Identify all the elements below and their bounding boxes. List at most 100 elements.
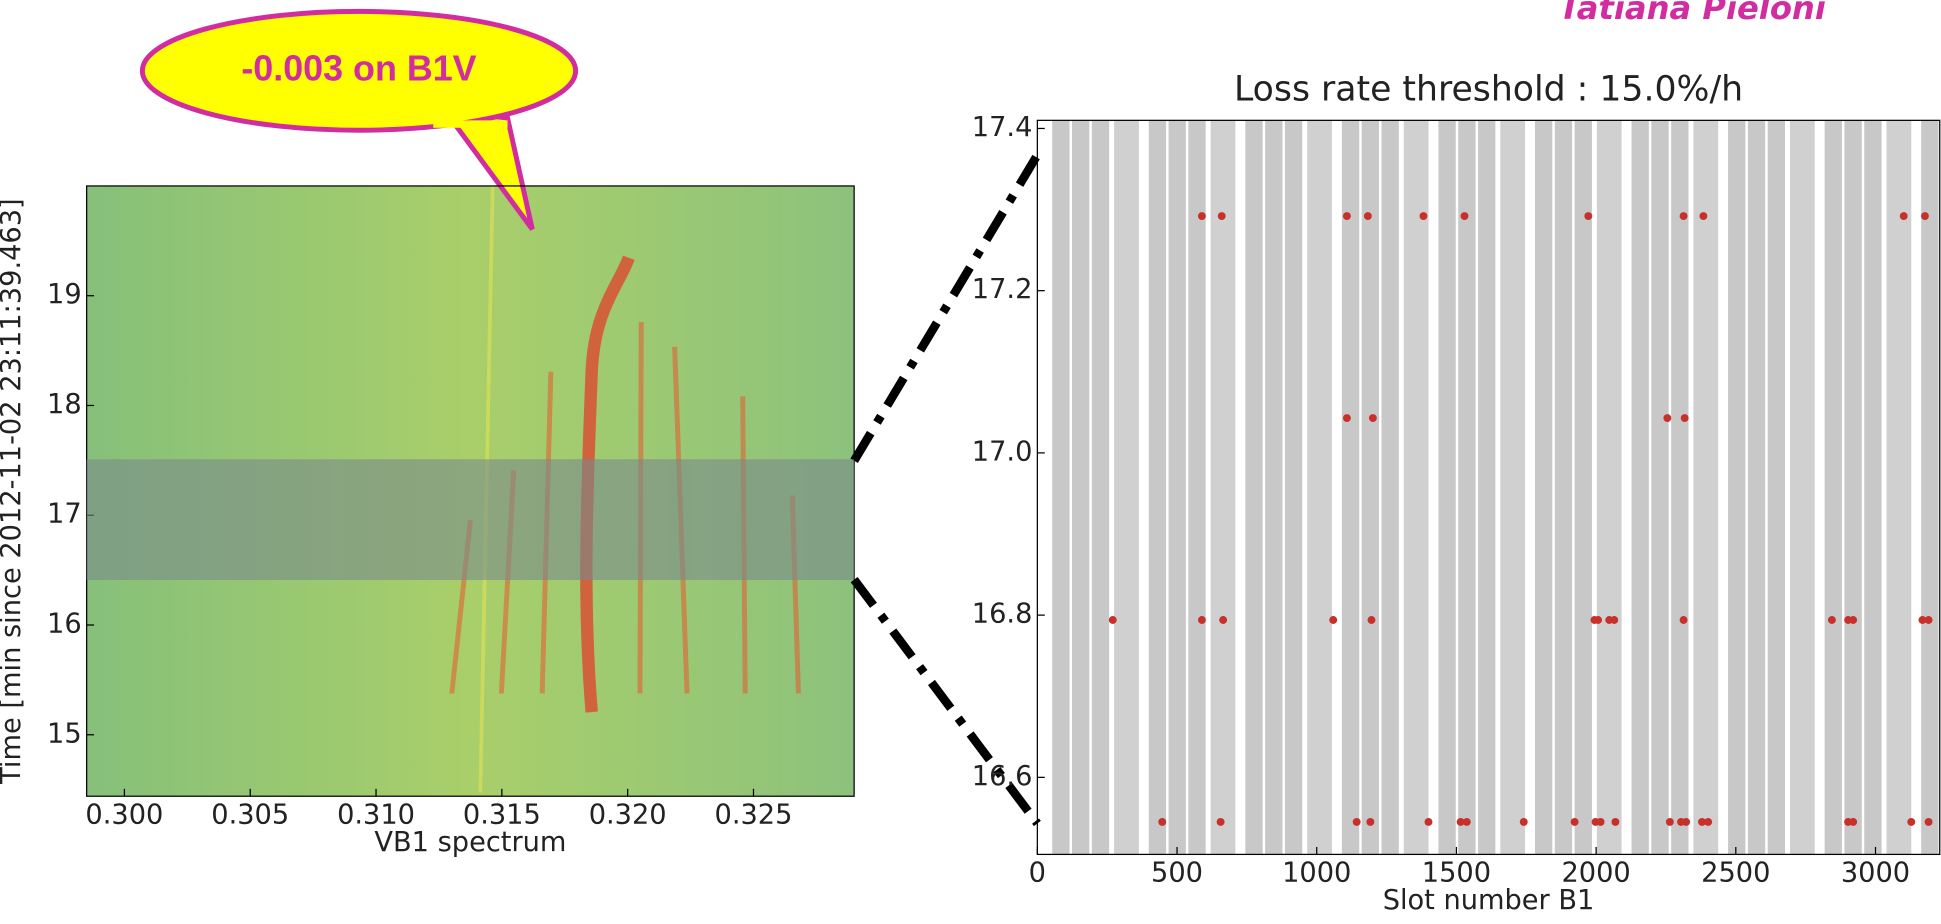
bunch-train — [1091, 120, 1110, 855]
y-tick-label: 17.2 — [972, 274, 1033, 305]
point — [1197, 212, 1206, 221]
point — [1367, 616, 1376, 624]
y-tick-label: 19 — [47, 279, 82, 310]
point — [1849, 818, 1858, 826]
point — [1663, 414, 1672, 422]
bunch-train — [1188, 120, 1206, 855]
x-tick-label: 1000 — [1282, 858, 1351, 889]
bunch-train — [1574, 120, 1592, 855]
bunch-train — [1245, 120, 1263, 855]
bunch-train — [1693, 120, 1719, 855]
bunch-train — [1596, 120, 1622, 855]
point — [1363, 212, 1372, 221]
y-tick-label: 16 — [47, 608, 82, 639]
y-tick-label: 17.4 — [972, 112, 1033, 143]
x-tick-label: 0.310 — [337, 800, 415, 831]
point — [1158, 818, 1167, 826]
point — [1462, 818, 1471, 826]
point — [1704, 818, 1713, 826]
bunch-train — [1921, 120, 1939, 855]
point — [1342, 414, 1351, 422]
author: Tatiana Pieloni — [1559, 0, 1827, 27]
y-tick-label: 16.8 — [972, 599, 1033, 630]
point — [1699, 212, 1708, 221]
point — [1352, 818, 1361, 826]
bunch-train — [1747, 120, 1766, 855]
point — [1456, 818, 1465, 826]
bunch-train — [1114, 120, 1139, 855]
zoom-lines — [850, 152, 1042, 827]
point — [1680, 414, 1689, 422]
x-tick-label: 1500 — [1422, 858, 1491, 889]
y-axis-label: Time [min since 2012-11-02 23:11:39.463] — [0, 198, 27, 785]
bunch-train — [1789, 120, 1815, 855]
point — [1611, 818, 1620, 826]
bunch-train — [1307, 120, 1332, 855]
point — [1899, 212, 1908, 221]
point — [1584, 212, 1593, 221]
point — [1679, 616, 1688, 624]
bunch-train — [1052, 120, 1070, 855]
point — [1519, 818, 1528, 826]
x-axis-label: Slot number B1 — [1383, 885, 1595, 916]
callout-text: -0.003 on B1V — [241, 48, 476, 88]
bunch-train — [1265, 120, 1283, 855]
point — [1216, 818, 1225, 826]
point — [1368, 414, 1377, 422]
y-tick-label: 15 — [47, 718, 82, 749]
point — [1217, 212, 1226, 221]
point — [1460, 212, 1469, 221]
bunch-pattern — [1052, 120, 1939, 855]
bunch-train — [1210, 120, 1236, 855]
bunch-train — [1671, 120, 1689, 855]
x-tick-label: 0.320 — [589, 800, 667, 831]
bunch-train — [1864, 120, 1882, 855]
point — [1918, 616, 1927, 624]
y-tick-label: 18 — [47, 389, 82, 420]
bunch-train — [1728, 120, 1746, 855]
point — [1698, 818, 1706, 826]
point — [1197, 616, 1206, 624]
callout: -0.003 on B1V — [139, 8, 579, 231]
bunch-train — [1361, 120, 1380, 855]
point — [1920, 212, 1929, 221]
bunch-train — [1148, 120, 1167, 855]
point — [1594, 616, 1603, 624]
bunch-train — [1341, 120, 1360, 855]
point — [1366, 818, 1375, 826]
chart-title: Loss rate threshold : 15.0%/h — [1234, 70, 1743, 110]
x-tick-label: 0.300 — [85, 800, 163, 831]
point — [1424, 818, 1433, 826]
point — [1924, 616, 1933, 624]
y-tick-label: 17.0 — [972, 436, 1033, 467]
point — [1679, 212, 1688, 221]
y-tick-label: 16.6 — [972, 761, 1033, 792]
x-tick-label: 500 — [1151, 858, 1203, 889]
bunch-train — [1500, 120, 1526, 855]
point — [1108, 616, 1117, 624]
bunch-train — [1631, 120, 1649, 855]
bunch-train — [1824, 120, 1842, 855]
bunch-train — [1767, 120, 1786, 855]
point — [1342, 212, 1351, 221]
spectrum-line — [580, 255, 635, 713]
bunch-train — [1458, 120, 1476, 855]
x-tick-label: 0 — [1029, 858, 1046, 889]
point — [1570, 818, 1579, 826]
point — [1419, 212, 1428, 221]
bunch-train — [1168, 120, 1186, 855]
bunch-train — [1438, 120, 1456, 855]
bunch-train — [1072, 120, 1090, 855]
bunch-train — [1403, 120, 1429, 855]
bunch-train — [1651, 120, 1669, 855]
highlight-band — [86, 459, 855, 580]
x-tick-label: 0.305 — [211, 800, 289, 831]
plot-frame — [1036, 119, 1941, 856]
x-tick-label: 3000 — [1841, 858, 1910, 889]
point — [1849, 616, 1858, 624]
point — [1924, 818, 1933, 826]
point — [1827, 616, 1836, 624]
point — [1596, 818, 1605, 826]
x-tick-label: 0.315 — [463, 800, 541, 831]
